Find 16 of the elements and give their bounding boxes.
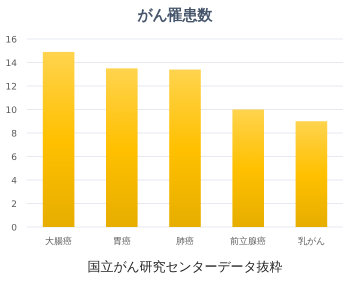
y-tick-label: 16 xyxy=(6,36,18,46)
text: 国立がん研究センターデータ抜粋 xyxy=(88,259,282,275)
y-tick-label: 14 xyxy=(6,59,18,69)
x-tick-label: 前立腺癌 xyxy=(230,236,266,247)
y-tick-label: 6 xyxy=(11,153,18,163)
y-tick-label: 4 xyxy=(11,176,18,186)
y-tick-label: 8 xyxy=(11,130,18,140)
y-tick-label: 0 xyxy=(11,224,18,234)
x-tick-label: 胃癌 xyxy=(112,236,131,247)
x-tick-label: 乳がん xyxy=(298,236,325,247)
y-tick-label: 12 xyxy=(6,82,17,92)
y-tick-label: 10 xyxy=(6,106,18,116)
x-tick-label: 肺癌 xyxy=(176,236,194,247)
x-tick-label: 大腸癌 xyxy=(45,236,72,247)
chart-title: がん罹患数 xyxy=(136,6,214,24)
y-tick-label: 2 xyxy=(11,200,17,210)
